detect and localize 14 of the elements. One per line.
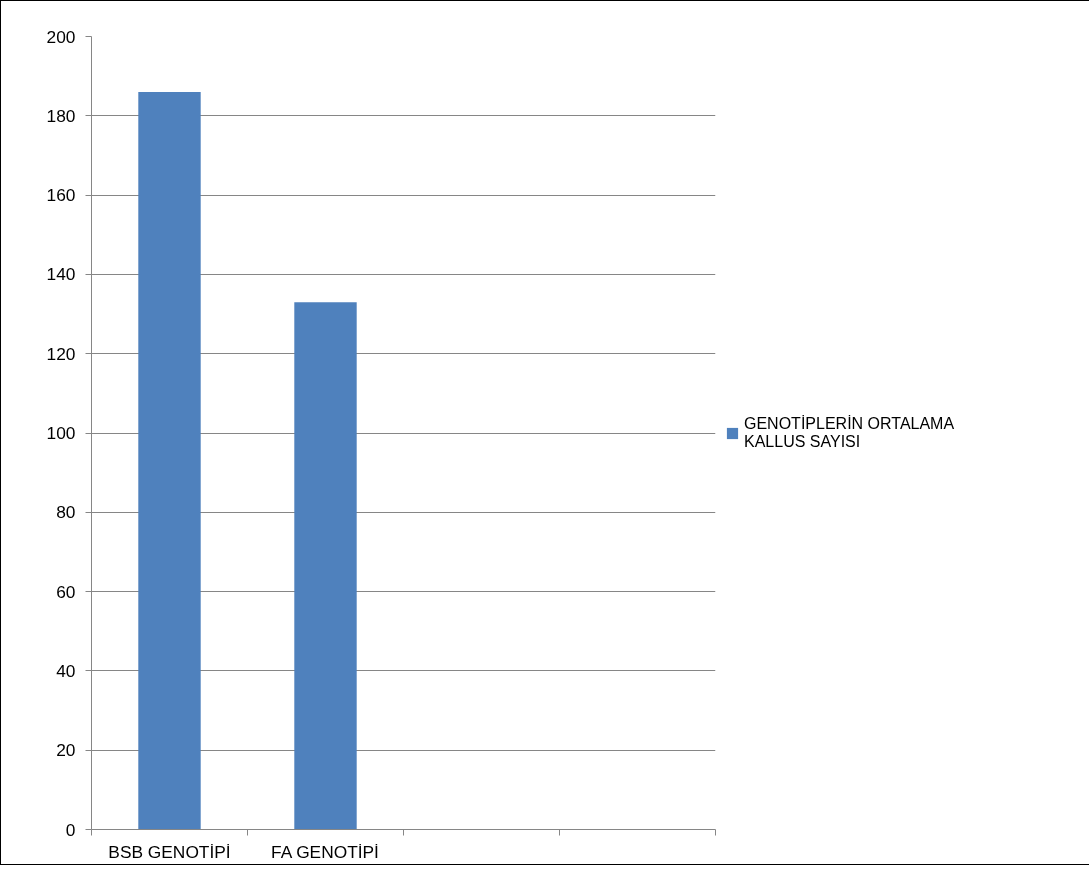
y-tick-label: 60 (56, 581, 76, 602)
legend-label: GENOTİPLERİN ORTALAMA KALLUS SAYISI (744, 414, 955, 451)
y-tick-label: 200 (46, 26, 76, 47)
y-tick-label: 100 (46, 423, 76, 443)
y-tick-label: 160 (46, 185, 76, 206)
y-tick-label: 0 (65, 819, 76, 840)
y-tick-label: 120 (46, 343, 76, 364)
y-tick-label: 80 (56, 502, 76, 523)
x-tick-label: FA GENOTİPİ (271, 841, 379, 862)
y-tick-label: 40 (56, 660, 76, 681)
x-tick-label: BSB GENOTİPİ (108, 841, 231, 862)
y-tick-label: 140 (46, 264, 76, 285)
y-tick-label: 180 (46, 105, 76, 126)
y-tick-label: 20 (56, 740, 76, 761)
